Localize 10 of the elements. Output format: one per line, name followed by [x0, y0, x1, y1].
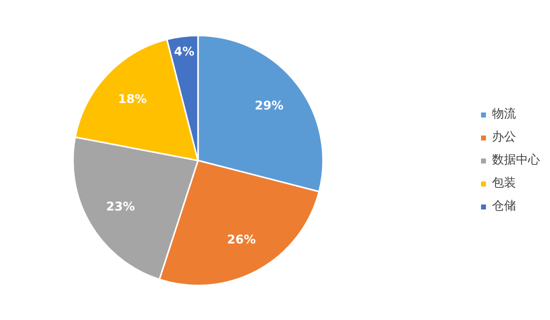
legend-label: 物流: [492, 106, 516, 122]
data-label: 4%: [174, 44, 194, 58]
data-label: 18%: [118, 92, 147, 106]
data-label: 26%: [226, 232, 256, 246]
data-label: 29%: [254, 98, 284, 112]
data-label: 23%: [106, 199, 135, 214]
legend-label: 仓储: [492, 198, 516, 214]
legend-label: 办公: [492, 128, 516, 146]
legend-label: 数据中心: [492, 152, 540, 168]
legend-label: 包装: [492, 174, 516, 192]
